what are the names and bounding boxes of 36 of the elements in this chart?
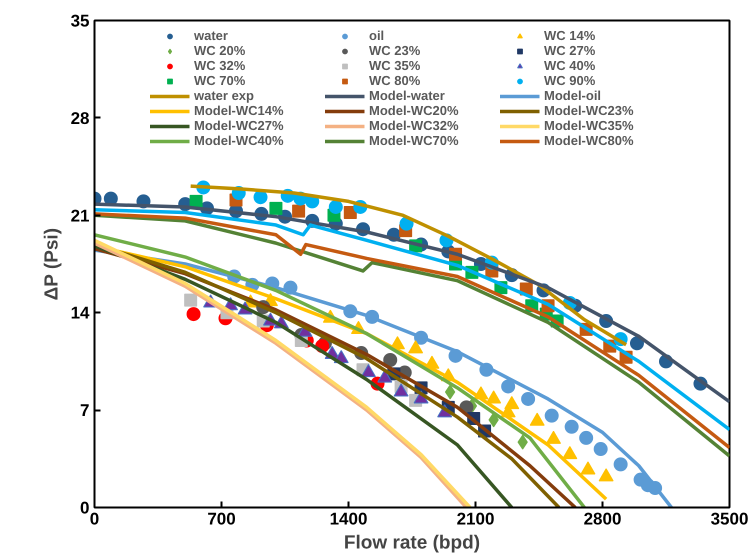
legend-label: oil — [369, 28, 386, 43]
legend-label: Model-WC40% — [194, 133, 285, 148]
legend-label: Model-oil — [544, 88, 602, 103]
legend-label: WC 70% — [194, 73, 246, 88]
legend-label: WC 35% — [369, 58, 422, 73]
legend-label: WC 20% — [194, 43, 246, 58]
legend-label: Model-WC23% — [544, 103, 635, 118]
legend-label: WC 32% — [194, 58, 246, 73]
x-tick-label: 700 — [207, 510, 236, 528]
legend-label: WC 14% — [544, 28, 596, 43]
y-tick-label: 21 — [70, 206, 90, 226]
legend-label: Model-water — [369, 88, 446, 103]
y-axis-title: ΔP (Psi) — [42, 228, 63, 300]
y-tick-label: 35 — [70, 12, 90, 30]
legend-label: water — [194, 28, 229, 43]
legend-label: WC 40% — [544, 58, 596, 73]
legend-label: Model-WC27% — [194, 118, 285, 133]
legend-label: Model-WC14% — [194, 103, 285, 118]
y-tick-label: 14 — [70, 304, 90, 323]
y-tick-label: 7 — [80, 401, 90, 420]
legend-label: WC 23% — [369, 43, 422, 58]
legend-label: Model-WC32% — [369, 118, 460, 133]
legend-label: Model-WC35% — [544, 118, 635, 133]
legend-label: WC 27% — [544, 43, 596, 58]
x-tick-label: 3500 — [710, 510, 748, 528]
x-tick-label: 2100 — [456, 510, 494, 528]
legend-label: Model-WC20% — [369, 103, 460, 118]
legend-label: Model-WC80% — [544, 133, 635, 148]
x-tick-label: 1400 — [330, 510, 368, 528]
legend-label: Model-WC70% — [369, 133, 460, 148]
legend-label: water exp — [194, 88, 255, 103]
legend-label: WC 80% — [369, 73, 422, 88]
x-tick-label: 2800 — [584, 510, 622, 528]
y-tick-label: 28 — [70, 108, 90, 128]
legend-label: WC 90% — [544, 73, 596, 88]
x-axis-title: Flow rate (bpd) — [344, 532, 480, 554]
